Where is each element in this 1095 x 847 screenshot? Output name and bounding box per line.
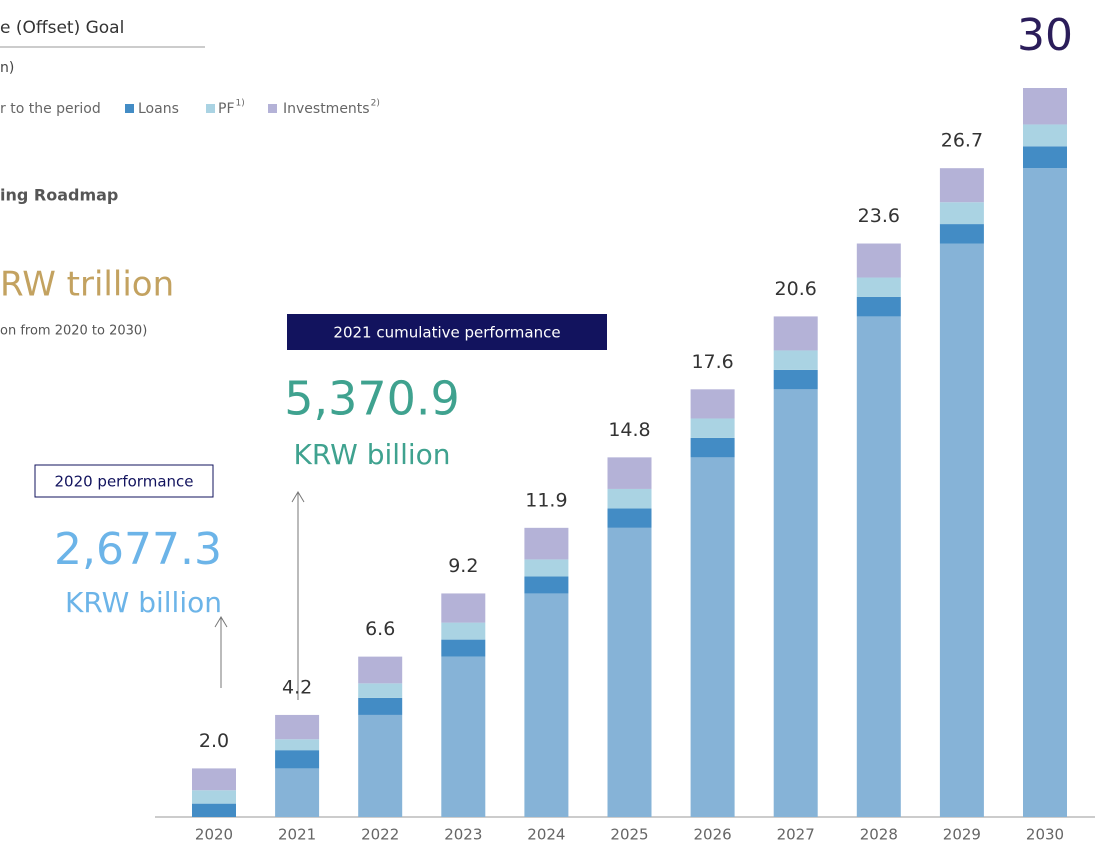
bar-segment: [275, 768, 320, 817]
legend-label: Investments: [283, 101, 370, 117]
goal-note: on from 2020 to 2030): [0, 324, 147, 339]
bar-segment: [275, 714, 320, 740]
bar-segment: [1023, 146, 1067, 169]
bar-segment: [690, 418, 735, 438]
tag: 2020 performance: [54, 473, 193, 491]
bar-segment: [856, 277, 901, 297]
bar-segment: [192, 790, 236, 804]
legend-swatch: [206, 104, 215, 113]
bar-segment: [690, 437, 735, 458]
bar-segment: [773, 369, 818, 390]
callout-value: 2,677.3: [54, 524, 222, 575]
x-tick-label: 2023: [444, 826, 482, 844]
bar-segment: [441, 656, 486, 817]
arrow-head: [291, 491, 305, 503]
bar-segment: [607, 457, 652, 489]
bar-segment: [1023, 124, 1067, 147]
legend-label: r to the period: [0, 101, 101, 117]
bar-segment: [441, 622, 486, 640]
bar-segment: [275, 750, 320, 769]
callout-unit: KRW billion: [65, 586, 222, 619]
bar-segment: [607, 508, 652, 528]
x-tick-label: 2028: [860, 826, 898, 844]
legend-footnote: 1): [236, 99, 245, 109]
bar-segment: [441, 639, 486, 657]
legend-swatch: [268, 104, 277, 113]
bar-segment: [358, 656, 403, 684]
bar-segment: [856, 243, 901, 278]
x-tick-label: 2022: [361, 826, 399, 844]
x-tick-label: 2020: [195, 826, 233, 844]
total-label: 17.6: [691, 351, 733, 373]
bar-segment: [939, 202, 984, 225]
total-label: 2.0: [199, 730, 229, 752]
bar-segment: [358, 697, 403, 715]
total-label: 4.2: [282, 676, 312, 698]
bar-segment: [524, 576, 569, 594]
x-tick-label: 2025: [610, 826, 648, 844]
callout-unit: KRW billion: [293, 438, 450, 471]
bar-segment: [358, 683, 403, 698]
total-label: 23.6: [858, 205, 900, 227]
bar-segment: [773, 389, 818, 817]
bar-segment: [192, 768, 236, 791]
total-label: 11.9: [525, 489, 567, 511]
bar-segment: [607, 527, 652, 817]
bar-segment: [1023, 88, 1067, 125]
bar-segment: [690, 457, 735, 817]
bar-segment: [856, 296, 901, 317]
bar-segment: [773, 316, 818, 351]
unit: n): [0, 60, 14, 76]
arrow-head: [214, 616, 228, 628]
total-label: 30: [1017, 10, 1073, 61]
x-tick-label: 2021: [278, 826, 316, 844]
roadmap: ing Roadmap: [0, 186, 118, 205]
tag-box: [34, 464, 214, 498]
callout-value: 5,370.9: [284, 372, 460, 426]
x-tick-label: 2030: [1026, 826, 1064, 844]
bar-segment: [1023, 168, 1067, 817]
x-tick-label: 2029: [943, 826, 981, 844]
x-tick-label: 2027: [777, 826, 815, 844]
total-label: 14.8: [608, 419, 650, 441]
bar-segment: [524, 593, 569, 817]
bar-segment: [441, 593, 486, 623]
legend-label: Loans: [138, 101, 179, 117]
bar-segment: [856, 316, 901, 817]
x-tick-label: 2024: [527, 826, 565, 844]
bar-segment: [773, 350, 818, 370]
bar-segment: [524, 527, 569, 560]
tag-box: [287, 314, 607, 350]
total-label: 9.2: [448, 555, 478, 577]
total-label: 6.6: [365, 618, 395, 640]
bar-segment: [607, 488, 652, 509]
bar-segment: [939, 224, 984, 244]
bar-segment: [690, 389, 735, 419]
bar-segment: [939, 243, 984, 817]
bar-segment: [192, 803, 236, 817]
bar-segment: [524, 559, 569, 577]
bar-segment: [358, 714, 403, 817]
x-tick-label: 2026: [694, 826, 732, 844]
bar-segment: [275, 739, 320, 751]
total-label: 20.6: [775, 278, 817, 300]
legend-footnote: 2): [371, 99, 380, 109]
title: e (Offset) Goal: [0, 18, 124, 38]
tag: 2021 cumulative performance: [333, 324, 560, 342]
bar-segment: [939, 168, 984, 203]
legend-label: PF: [218, 101, 235, 117]
total-label: 26.7: [941, 130, 983, 152]
goal: RW trillion: [0, 265, 174, 305]
legend-swatch: [125, 104, 134, 113]
